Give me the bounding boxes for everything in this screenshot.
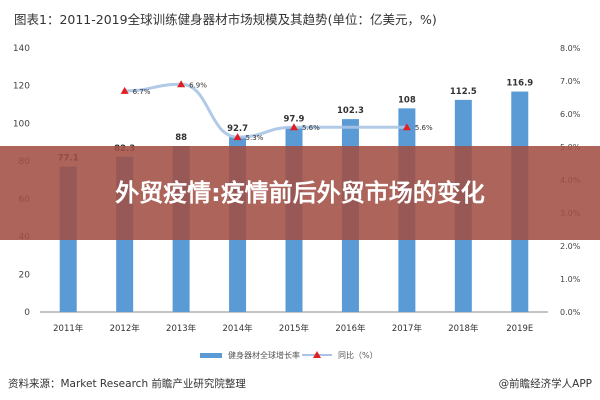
left-tick-label: 20 bbox=[19, 270, 31, 280]
line-series: 6.7% 6.9% 5.3% 5.6% 5.6% bbox=[120, 80, 433, 142]
x-tick-label: 2012年 bbox=[110, 323, 141, 334]
line-point bbox=[120, 86, 129, 94]
line-point bbox=[290, 123, 298, 131]
line-point bbox=[402, 123, 411, 131]
legend: 健身器材全球增长率 同比（%） bbox=[0, 348, 600, 362]
legend-line-label: 同比（%） bbox=[338, 351, 378, 360]
legend-bar-swatch bbox=[200, 353, 222, 358]
chart-title: 图表1：2011-2019全球训练健身器材市场规模及其趋势(单位：亿美元，%) bbox=[14, 12, 437, 27]
x-tick-label: 2015年 bbox=[279, 323, 310, 334]
right-tick-label: 8.0% bbox=[560, 44, 581, 53]
right-tick-label: 2.0% bbox=[560, 242, 581, 251]
line-point bbox=[233, 133, 242, 141]
x-tick-label: 2013年 bbox=[166, 323, 197, 334]
bar-value-label: 108 bbox=[398, 95, 416, 105]
x-tick-label: 2017年 bbox=[392, 323, 423, 334]
line-value-label: 6.9% bbox=[189, 81, 207, 89]
left-tick-label: 0 bbox=[24, 308, 30, 318]
x-tick-label: 2018年 bbox=[448, 323, 479, 334]
headline-text: 外贸疫情:疫情前后外贸市场的变化 bbox=[115, 179, 485, 207]
line-point bbox=[177, 80, 186, 88]
x-tick-label: 2011年 bbox=[53, 323, 84, 334]
right-tick-label: 0.0% bbox=[560, 308, 581, 317]
bar-value-label: 112.5 bbox=[450, 87, 477, 97]
left-tick-label: 120 bbox=[13, 82, 30, 92]
bar-value-label: 116.9 bbox=[506, 79, 533, 89]
left-tick-label: 100 bbox=[13, 119, 30, 129]
right-tick-label: 7.0% bbox=[560, 77, 581, 86]
legend-line-swatch bbox=[302, 351, 332, 358]
bar-value-label: 102.3 bbox=[337, 106, 364, 116]
line-value-label: 5.6% bbox=[415, 124, 433, 132]
left-tick-label: 140 bbox=[13, 44, 30, 54]
brand-credit: @前瞻经济学人APP bbox=[498, 378, 592, 390]
headline-banner: 外贸疫情:疫情前后外贸市场的变化 bbox=[0, 146, 600, 240]
source-note: 资料来源：Market Research 前瞻产业研究院整理 bbox=[8, 378, 246, 390]
legend-bar-label: 健身器材全球增长率 bbox=[228, 351, 300, 360]
line-value-label: 6.7% bbox=[133, 88, 151, 96]
line-value-label: 5.6% bbox=[302, 124, 320, 132]
line-value-label: 5.3% bbox=[246, 134, 264, 142]
x-tick-label: 2019E bbox=[506, 324, 533, 334]
bar-value-label: 97.9 bbox=[284, 114, 305, 124]
x-axis: 2011年 2012年 2013年 2014年 2015年 2016年 2017年 2018年… bbox=[40, 311, 548, 334]
bar-value-label: 88 bbox=[175, 133, 187, 143]
growth-line bbox=[124, 82, 407, 139]
x-tick-label: 2016年 bbox=[335, 323, 366, 334]
right-tick-label: 6.0% bbox=[560, 110, 581, 119]
x-tick-label: 2014年 bbox=[222, 323, 253, 334]
right-tick-label: 1.0% bbox=[560, 275, 581, 284]
bar-value-label: 92.7 bbox=[227, 124, 248, 134]
